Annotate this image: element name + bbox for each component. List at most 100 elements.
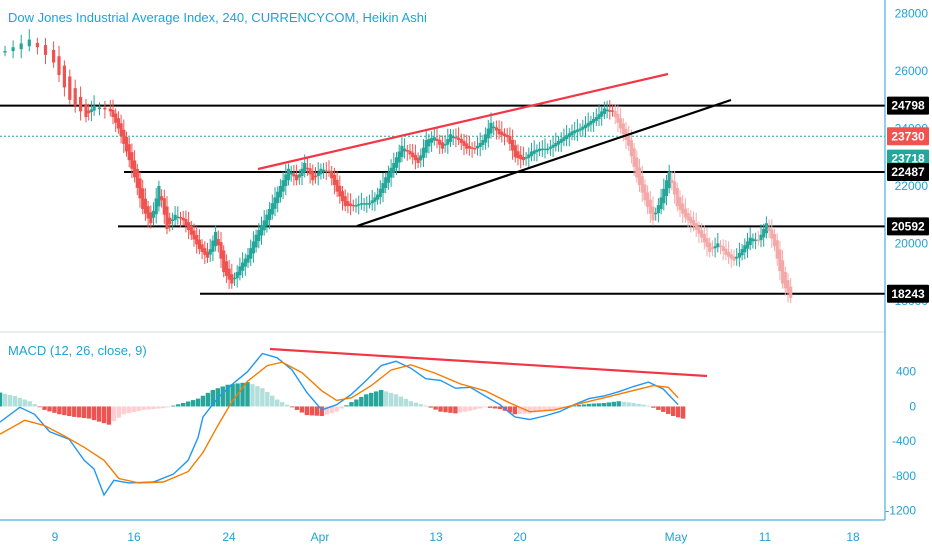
candle-body xyxy=(524,157,528,159)
candle-body xyxy=(489,122,493,134)
histogram-bar xyxy=(91,406,97,421)
histogram-bar xyxy=(626,402,631,407)
candle-body xyxy=(27,39,31,47)
candle-body xyxy=(403,148,407,152)
time-tick-label: 13 xyxy=(429,530,443,544)
candle-body xyxy=(546,148,550,151)
candle-body xyxy=(470,147,474,149)
candle-body xyxy=(373,197,377,202)
time-tick-label: 18 xyxy=(846,530,860,544)
histogram-bar xyxy=(507,406,513,413)
candle-body xyxy=(251,241,255,254)
time-tick-label: 11 xyxy=(759,530,772,544)
histogram-bar xyxy=(492,406,498,409)
candle-body xyxy=(122,129,126,144)
candle-body xyxy=(762,229,766,238)
candle-body xyxy=(643,184,647,201)
candle-body xyxy=(535,149,539,153)
histogram-bar xyxy=(136,406,141,412)
candle-body xyxy=(540,148,544,151)
candle-body xyxy=(111,109,115,118)
candle-body xyxy=(562,137,566,141)
histogram-bar xyxy=(309,406,315,416)
histogram-bar xyxy=(42,406,47,410)
histogram-bar xyxy=(37,406,42,408)
price-badge-label: 20592 xyxy=(891,219,925,233)
candle-body xyxy=(681,203,685,214)
histogram-bar xyxy=(448,406,453,413)
time-tick-label: 9 xyxy=(52,530,59,544)
candle-body xyxy=(548,146,552,149)
candle-body xyxy=(259,225,264,236)
histogram-bar xyxy=(433,406,438,410)
histogram-bar xyxy=(260,388,265,407)
candle-body xyxy=(130,152,134,169)
candle-body xyxy=(338,185,342,197)
histogram-bar xyxy=(250,384,255,407)
histogram-bar xyxy=(408,401,414,407)
candle-body xyxy=(235,272,239,279)
histogram-bar xyxy=(265,391,270,407)
candle-body xyxy=(440,142,444,149)
candle-body xyxy=(462,140,466,146)
histogram-bar xyxy=(443,406,448,413)
histogram-bar xyxy=(245,382,250,407)
histogram-bar xyxy=(176,404,181,407)
macd-tick-label: -400 xyxy=(892,434,916,448)
candle-body xyxy=(583,124,588,129)
candle-body xyxy=(335,179,339,192)
candle-body xyxy=(421,147,426,158)
histogram-bar xyxy=(180,402,186,407)
candle-body xyxy=(770,229,774,239)
candle-body xyxy=(157,185,161,207)
price-badge-label: 22487 xyxy=(891,165,925,179)
candle-body xyxy=(646,192,650,208)
histogram-bar xyxy=(210,389,216,407)
histogram-bar xyxy=(67,406,72,416)
histogram-bar xyxy=(314,406,319,416)
candle-body xyxy=(278,185,282,198)
histogram-bar xyxy=(398,396,404,407)
histogram-bar xyxy=(675,406,681,418)
histogram-bar xyxy=(284,404,290,407)
histogram-bar xyxy=(557,406,562,409)
candle-body xyxy=(35,42,39,48)
candle-body xyxy=(516,151,520,159)
candle-body xyxy=(187,222,191,230)
candle-body xyxy=(311,171,315,181)
candle-body xyxy=(232,277,237,280)
candle-body xyxy=(367,203,372,205)
candle-body xyxy=(735,256,739,259)
candle-body xyxy=(702,233,706,243)
histogram-bar xyxy=(354,399,359,407)
candle-body xyxy=(97,107,102,110)
candle-body xyxy=(222,250,226,273)
candle-body xyxy=(724,248,728,255)
horizontal-levels xyxy=(0,104,885,295)
histogram-bar xyxy=(319,406,324,416)
candle-body xyxy=(689,216,693,224)
candle-body xyxy=(716,243,720,248)
candle-body xyxy=(497,128,501,135)
histogram-bar xyxy=(22,399,27,407)
candle-body xyxy=(303,163,307,173)
histogram-bar xyxy=(96,406,102,422)
candle-body xyxy=(740,249,744,256)
candle-body xyxy=(505,134,509,138)
candle-body xyxy=(556,140,561,145)
candle-body xyxy=(340,191,345,202)
candle-body xyxy=(176,216,180,219)
histogram-bar xyxy=(12,396,18,407)
histogram-bar xyxy=(680,406,686,419)
candle-body xyxy=(405,150,409,152)
price-badge-label: 23730 xyxy=(891,129,925,143)
candle-body xyxy=(565,135,569,140)
histogram-bar xyxy=(57,406,62,415)
candle-body xyxy=(224,261,228,276)
candle-body xyxy=(597,114,601,119)
candle-body xyxy=(484,134,488,143)
candle-body xyxy=(670,179,674,184)
macd-histogram xyxy=(0,382,686,425)
macd-tick-label: 0 xyxy=(909,399,916,413)
